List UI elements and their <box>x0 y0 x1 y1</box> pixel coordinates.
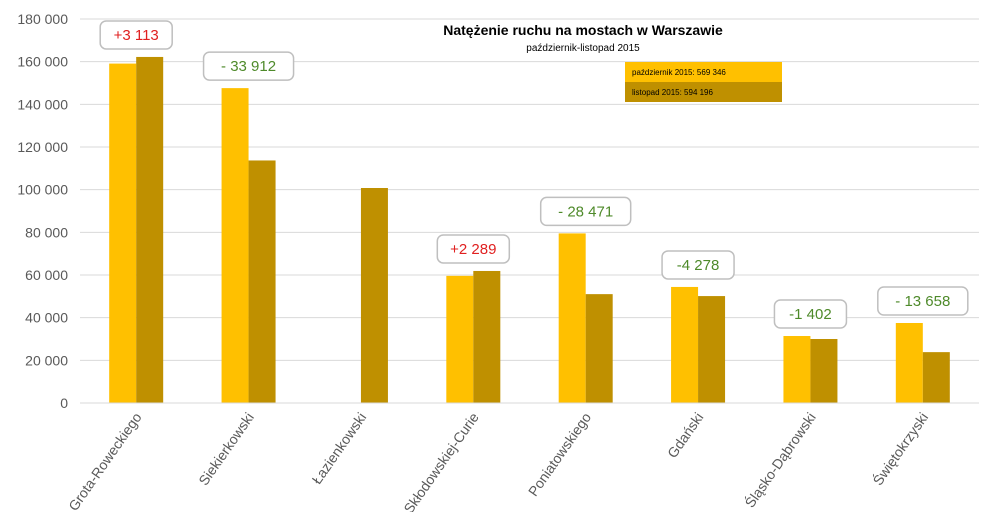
legend-swatch <box>625 82 782 102</box>
y-tick-label: 100 000 <box>17 182 68 198</box>
chart-title: Natężenie ruchu na mostach w Warszawie <box>443 22 723 38</box>
difference-box <box>436 234 511 264</box>
y-tick-label: 120 000 <box>17 139 68 155</box>
difference-label: - 13 658 <box>895 293 950 310</box>
x-tick-label: Świętokrzyski <box>869 409 932 488</box>
y-tick-label: 20 000 <box>25 352 68 368</box>
bar-october <box>221 88 249 404</box>
y-tick-label: 140 000 <box>17 96 68 112</box>
difference-box <box>202 51 295 81</box>
difference-box <box>773 299 848 329</box>
x-tick-label: Siekierkowski <box>195 410 257 489</box>
legend-swatch <box>625 62 782 82</box>
bar-october <box>446 275 474 403</box>
difference-label: +2 289 <box>450 241 496 258</box>
bar-november <box>473 270 501 403</box>
difference-box <box>539 196 632 227</box>
legend-label: październik 2015: 569 346 <box>632 68 726 77</box>
bar-november <box>922 352 950 403</box>
difference-label: -4 278 <box>677 257 720 274</box>
difference-label: - 28 471 <box>558 203 613 220</box>
bar-november <box>698 296 726 403</box>
difference-label: +3 113 <box>114 27 159 44</box>
y-tick-label: 0 <box>60 395 68 411</box>
legend-label: listopad 2015: 594 196 <box>632 88 714 97</box>
x-tick-label: Poniatowskiego <box>525 409 594 499</box>
difference-box <box>661 250 735 280</box>
difference-box <box>99 20 173 50</box>
y-tick-label: 60 000 <box>25 267 68 283</box>
bar-october <box>671 286 699 403</box>
bar-november <box>810 339 838 403</box>
x-tick-label: Gdański <box>664 410 707 461</box>
difference-label: - 33 912 <box>221 58 276 75</box>
bar-october <box>109 63 137 403</box>
difference-box <box>877 286 969 316</box>
y-tick-label: 40 000 <box>25 310 68 326</box>
chart-subtitle: październik-listopad 2015 <box>526 43 640 54</box>
x-tick-label: Grota-Roweckiego <box>65 409 145 512</box>
y-tick-label: 180 000 <box>17 11 68 27</box>
bar-november <box>585 294 613 403</box>
bar-october <box>783 336 811 403</box>
x-tick-label: Łazienkowski <box>309 410 370 487</box>
x-tick-label: Skłodowskiej-Curie <box>400 409 482 512</box>
y-tick-label: 160 000 <box>17 54 68 70</box>
bar-october <box>895 323 923 403</box>
x-tick-label: Śląsko-Dąbrowski <box>741 409 819 511</box>
bar-october <box>558 233 586 403</box>
y-tick-label: 80 000 <box>25 224 68 240</box>
difference-label: -1 402 <box>789 306 832 323</box>
bar-november <box>360 188 388 403</box>
bar-november <box>136 56 164 404</box>
bar-november <box>248 160 276 403</box>
